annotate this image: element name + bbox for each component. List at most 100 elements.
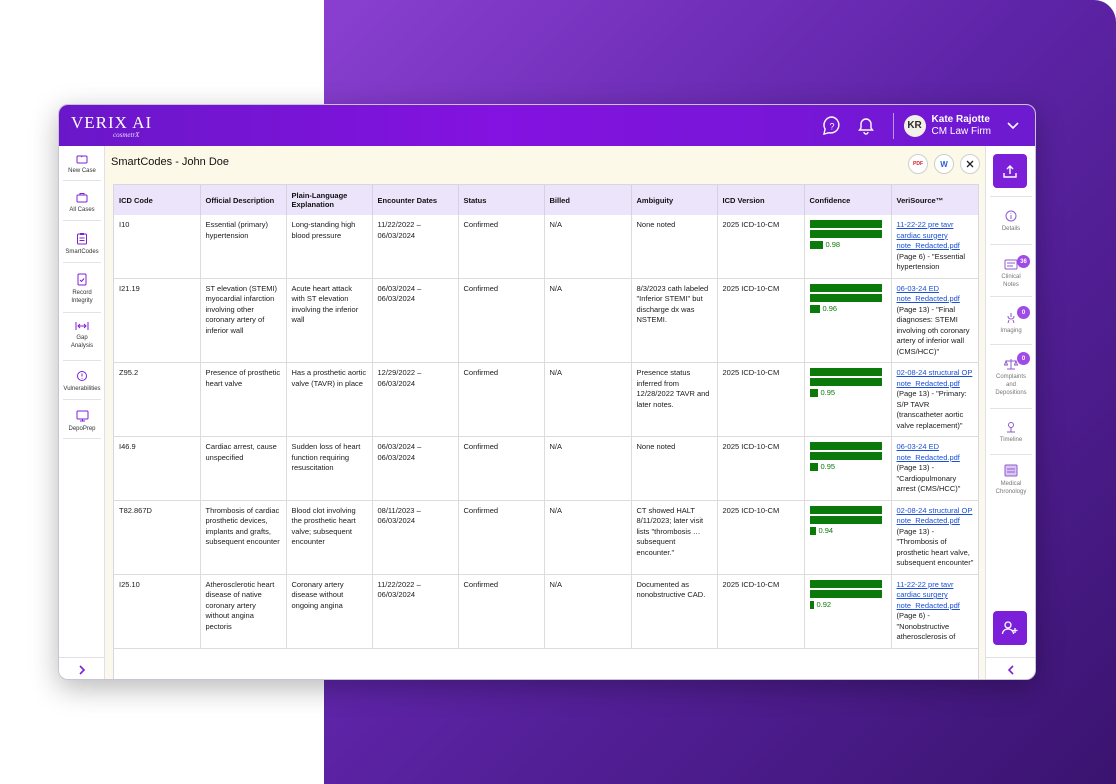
table-row[interactable]: I10 Essential (primary) hypertension Long-… <box>114 215 978 279</box>
confidence-bar <box>809 241 823 250</box>
source-document-link[interactable]: 06-03-24 ED note_Redacted.pdf <box>896 442 960 462</box>
icd-version-cell: 2025 ICD-10-CM <box>717 362 805 437</box>
divider <box>63 360 101 361</box>
sidebar-item-new-case[interactable]: New Case <box>59 154 105 175</box>
count-badge: 36 <box>1017 255 1030 268</box>
column-header[interactable]: ICD Code <box>114 185 201 215</box>
add-user-icon <box>1001 621 1018 635</box>
sidebar-item-details[interactable]: Details <box>986 210 1035 233</box>
billed-cell: N/A <box>544 215 632 279</box>
ambiguity-cell: Presence status inferred from 12/28/2022… <box>631 362 718 437</box>
sidebar-item-timeline[interactable]: Timeline <box>986 421 1035 444</box>
user-name: Kate Rajotte <box>931 113 990 125</box>
table-row[interactable]: I21.19 ST elevation (STEMI) myocardial in… <box>114 278 978 363</box>
table-row[interactable]: I46.9 Cardiac arrest, cause unspecified Su… <box>114 436 978 501</box>
confidence-cell: 0.98 <box>804 215 892 279</box>
confidence-cell: 0.95 <box>804 362 892 437</box>
sidebar-item-complaints[interactable]: Complaints and Depositions 0 <box>986 352 1035 397</box>
sidebar-item-clinical-notes[interactable]: Clinical Notes 36 <box>986 255 1035 289</box>
ambiguity-cell: 8/3/2023 cath labeled "Inferior STEMI" b… <box>631 278 718 363</box>
chevron-right-icon <box>79 664 86 675</box>
divider <box>63 399 101 400</box>
source-document-link[interactable]: 02-08-24 structural OP note_Redacted.pdf <box>896 505 973 526</box>
sidebar-collapse-button[interactable] <box>986 657 1035 679</box>
source-document-link[interactable]: 11-22-22 pre tavr cardiac surgery note_R… <box>896 579 960 610</box>
icd-code-cell: I21.19 <box>114 278 201 363</box>
icd-version-cell: 2025 ICD-10-CM <box>717 500 805 575</box>
source-document-link[interactable]: 06-03-24 ED note_Redacted.pdf <box>896 283 960 304</box>
word-export-button[interactable]: W <box>934 154 954 174</box>
smartcodes-table: ICD Code Official Description Plain-Lang… <box>113 184 979 679</box>
official-description-cell: Essential (primary) hypertension <box>200 215 287 279</box>
sidebar-item-medical-chronology[interactable]: Medical Chronology <box>986 464 1035 496</box>
sidebar-item-smartcodes[interactable]: SmartCodes <box>59 232 105 256</box>
status-cell: Confirmed <box>458 278 545 363</box>
close-button[interactable] <box>960 154 980 174</box>
sidebar-item-vulnerabilities[interactable]: Vulnerabilities <box>59 370 105 393</box>
column-header[interactable]: ICD Version <box>717 185 805 215</box>
icd-version-cell: 2025 ICD-10-CM <box>717 574 805 649</box>
gap-icon <box>75 322 89 330</box>
column-header[interactable]: Official Description <box>200 185 287 215</box>
logo-subtext: cosmetrX <box>113 131 140 139</box>
avatar[interactable]: KR <box>903 114 926 137</box>
ambiguity-cell: None noted <box>631 436 718 501</box>
column-header[interactable]: Confidence <box>804 185 892 215</box>
confidence-bar <box>809 368 882 376</box>
column-header[interactable]: Encounter Dates <box>372 185 459 215</box>
plain-language-cell: Has a prosthetic aortic valve (TAVR) in … <box>286 362 373 437</box>
column-header[interactable]: Status <box>458 185 545 215</box>
chevron-down-icon[interactable] <box>1007 117 1019 135</box>
status-cell: Confirmed <box>458 500 545 575</box>
table-header-row: ICD Code Official Description Plain-Lang… <box>114 185 978 215</box>
column-header[interactable]: VeriSource™ <box>891 185 978 215</box>
sidebar-item-label: All Cases <box>69 207 95 213</box>
table-row[interactable]: I25.10 Atherosclerotic heart disease of n… <box>114 574 978 649</box>
confidence-value: 0.96 <box>822 303 838 313</box>
sidebar-item-depoprep[interactable]: DepoPrep <box>59 410 105 433</box>
bell-icon[interactable] <box>853 113 879 139</box>
column-header[interactable]: Ambiguity <box>631 185 718 215</box>
confidence-row: 0.95 <box>809 462 886 473</box>
timeline-icon <box>1007 422 1015 433</box>
sidebar-item-record-integrity[interactable]: Record Integrity <box>59 273 105 305</box>
sidebar-item-gap-analysis[interactable]: Gap Analysis <box>59 321 105 350</box>
user-info[interactable]: Kate Rajotte CM Law Firm <box>932 114 991 138</box>
add-user-button[interactable] <box>993 611 1027 645</box>
icd-version-cell: 2025 ICD-10-CM <box>717 436 805 501</box>
confidence-bar <box>809 526 816 535</box>
billed-cell: N/A <box>544 436 632 501</box>
table-row[interactable]: T82.867D Thrombosis of cardiac prosthetic… <box>114 500 978 575</box>
confidence-bar <box>809 589 882 598</box>
official-description-cell: Cardiac arrest, cause unspecified <box>200 436 287 501</box>
pdf-export-button[interactable]: PDF <box>908 154 928 174</box>
sidebar-item-label: Clinical Notes <box>1001 274 1021 288</box>
count-badge: 0 <box>1017 352 1030 365</box>
status-cell: Confirmed <box>458 574 545 649</box>
sidebar-item-imaging[interactable]: Imaging 0 <box>986 306 1035 335</box>
confidence-bar <box>809 230 882 238</box>
sidebar-item-label: Vulnerabilities <box>63 386 101 392</box>
source-document-link[interactable]: 02-08-24 structural OP note_Redacted.pdf <box>896 368 973 388</box>
source-document-link[interactable]: 11-22-22 pre tavr cardiac surgery note_R… <box>896 220 960 250</box>
upload-button[interactable] <box>993 154 1027 188</box>
page-title: SmartCodes - John Doe <box>111 156 229 168</box>
confidence-row: 0.95 <box>809 388 886 399</box>
sidebar-expand-button[interactable] <box>59 657 105 679</box>
confidence-row: 0.98 <box>809 240 886 251</box>
briefcase-icon <box>76 193 88 203</box>
sidebar-item-label: Record Integrity <box>71 290 93 304</box>
sidebar-item-all-cases[interactable]: All Cases <box>59 192 105 214</box>
divider <box>990 408 1032 409</box>
confidence-row: 0.94 <box>809 525 886 537</box>
clinical-notes-icon <box>1004 259 1018 270</box>
column-header[interactable]: Billed <box>544 185 632 215</box>
confidence-bar <box>809 442 882 450</box>
table-row[interactable]: Z95.2 Presence of prosthetic heart valve H… <box>114 362 978 437</box>
verisource-cell: 06-03-24 ED note_Redacted.pdf (Page 13) -… <box>891 278 978 363</box>
divider <box>990 454 1032 455</box>
divider <box>63 180 101 181</box>
column-header[interactable]: Plain-Language Explanation <box>286 185 373 215</box>
help-chat-icon[interactable]: ? <box>819 113 845 139</box>
confidence-value: 0.94 <box>818 525 834 535</box>
